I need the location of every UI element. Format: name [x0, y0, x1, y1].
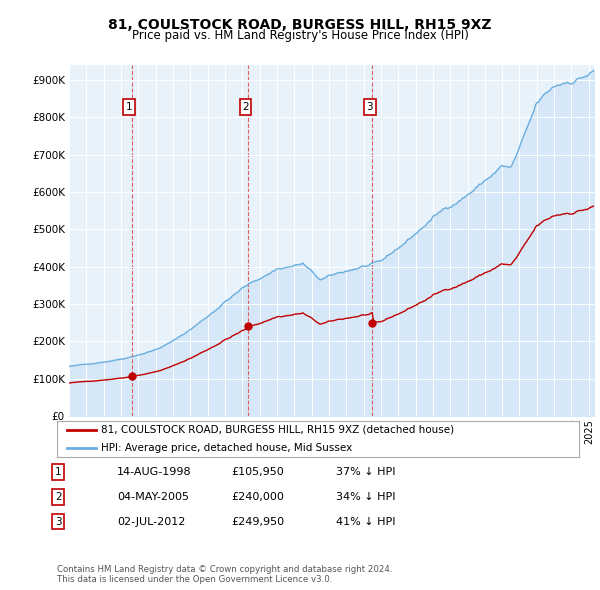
Text: 2: 2 — [242, 102, 249, 112]
Text: £240,000: £240,000 — [231, 492, 284, 502]
Text: 2: 2 — [55, 492, 62, 502]
Text: Price paid vs. HM Land Registry's House Price Index (HPI): Price paid vs. HM Land Registry's House … — [131, 29, 469, 42]
Text: 14-AUG-1998: 14-AUG-1998 — [117, 467, 191, 477]
Text: HPI: Average price, detached house, Mid Sussex: HPI: Average price, detached house, Mid … — [101, 443, 353, 453]
Text: Contains HM Land Registry data © Crown copyright and database right 2024.
This d: Contains HM Land Registry data © Crown c… — [57, 565, 392, 584]
Text: 04-MAY-2005: 04-MAY-2005 — [117, 492, 189, 502]
Text: 81, COULSTOCK ROAD, BURGESS HILL, RH15 9XZ: 81, COULSTOCK ROAD, BURGESS HILL, RH15 9… — [108, 18, 492, 32]
Text: 37% ↓ HPI: 37% ↓ HPI — [336, 467, 395, 477]
Text: 3: 3 — [367, 102, 373, 112]
Text: 1: 1 — [55, 467, 62, 477]
Text: 34% ↓ HPI: 34% ↓ HPI — [336, 492, 395, 502]
Text: 1: 1 — [126, 102, 133, 112]
Text: 81, COULSTOCK ROAD, BURGESS HILL, RH15 9XZ (detached house): 81, COULSTOCK ROAD, BURGESS HILL, RH15 9… — [101, 425, 454, 435]
Text: 3: 3 — [55, 517, 62, 526]
Text: £249,950: £249,950 — [231, 517, 284, 526]
Text: 41% ↓ HPI: 41% ↓ HPI — [336, 517, 395, 526]
Text: 02-JUL-2012: 02-JUL-2012 — [117, 517, 185, 526]
Text: £105,950: £105,950 — [231, 467, 284, 477]
